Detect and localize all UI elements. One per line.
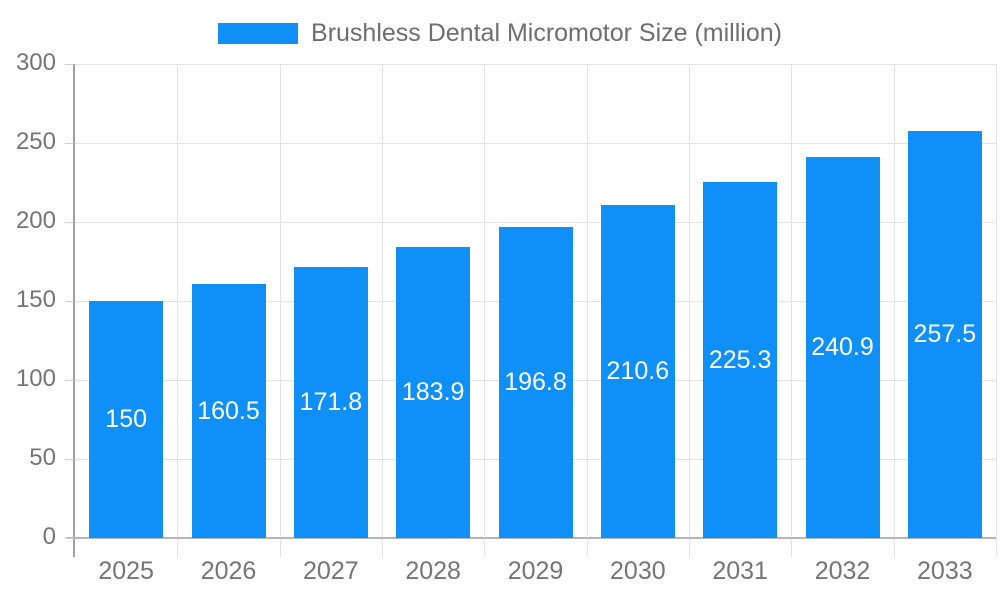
bar-value-label: 171.8 xyxy=(299,387,363,416)
bar-value-label: 225.3 xyxy=(708,345,772,374)
x-axis-tick xyxy=(586,539,588,557)
bar[interactable]: 160.5 xyxy=(191,284,266,538)
bar-value-label: 210.6 xyxy=(606,357,670,386)
y-axis-label: 100 xyxy=(15,365,56,393)
legend[interactable]: Brushless Dental Micromotor Size (millio… xyxy=(0,18,1000,47)
legend-label: Brushless Dental Micromotor Size (millio… xyxy=(311,18,782,47)
gridline-horizontal xyxy=(75,64,996,65)
y-axis-tick xyxy=(65,143,74,144)
bar[interactable]: 183.9 xyxy=(396,247,471,538)
y-axis-label: 300 xyxy=(15,49,56,77)
y-axis-label: 50 xyxy=(29,444,56,472)
x-axis-line xyxy=(66,537,996,539)
x-axis-label: 2033 xyxy=(917,557,973,585)
x-axis-label: 2025 xyxy=(98,557,154,585)
x-axis-label: 2029 xyxy=(507,557,564,585)
gridline-vertical xyxy=(791,64,793,538)
gridline-vertical xyxy=(484,64,486,538)
gridline-vertical xyxy=(382,64,383,538)
gridline-vertical xyxy=(996,64,997,538)
y-axis-tick xyxy=(65,380,74,381)
x-axis-label: 2027 xyxy=(303,557,359,585)
gridline-vertical xyxy=(586,64,588,538)
bar-value-label: 196.8 xyxy=(504,368,567,397)
bar-value-label: 183.9 xyxy=(401,378,465,407)
x-axis-tick xyxy=(996,539,997,557)
bar[interactable]: 257.5 xyxy=(907,131,982,538)
x-axis-tick xyxy=(279,539,281,557)
y-axis-tick xyxy=(65,64,74,65)
bar[interactable]: 225.3 xyxy=(703,182,778,538)
legend-swatch xyxy=(218,22,299,44)
bar[interactable]: 150 xyxy=(89,301,164,538)
bar[interactable]: 171.8 xyxy=(293,266,368,538)
y-axis-tick xyxy=(65,459,74,460)
x-axis-tick xyxy=(382,539,383,557)
y-axis-tick xyxy=(65,538,74,539)
bar[interactable]: 240.9 xyxy=(805,157,880,538)
y-axis-line xyxy=(73,64,75,557)
bar[interactable]: 210.6 xyxy=(600,205,675,538)
gridline-vertical xyxy=(689,64,690,538)
x-axis-tick xyxy=(791,539,793,557)
y-axis-label: 200 xyxy=(15,207,56,235)
x-axis-tick xyxy=(177,539,179,557)
bar-value-label: 257.5 xyxy=(913,320,977,349)
x-axis-tick xyxy=(893,539,895,557)
y-axis-tick xyxy=(65,222,74,223)
y-axis-label: 150 xyxy=(15,286,56,314)
y-axis-tick xyxy=(65,301,74,302)
y-axis-label: 0 xyxy=(42,523,56,551)
x-axis-label: 2032 xyxy=(814,557,871,585)
x-axis-label: 2031 xyxy=(712,557,768,585)
bar-value-label: 240.9 xyxy=(811,333,874,362)
gridline-vertical xyxy=(279,64,281,538)
x-axis-tick xyxy=(689,539,690,557)
x-axis-label: 2026 xyxy=(200,557,257,585)
gridline-vertical xyxy=(177,64,179,538)
bar[interactable]: 196.8 xyxy=(498,227,573,538)
x-axis-label: 2030 xyxy=(610,557,666,585)
gridline-vertical xyxy=(893,64,895,538)
y-axis-label: 250 xyxy=(15,128,56,156)
bar-value-label: 150 xyxy=(105,405,148,433)
x-axis-label: 2028 xyxy=(405,557,461,585)
bar-value-label: 160.5 xyxy=(197,396,260,425)
x-axis-tick xyxy=(484,539,486,557)
gridline-horizontal xyxy=(75,222,996,223)
gridline-horizontal xyxy=(75,143,996,144)
